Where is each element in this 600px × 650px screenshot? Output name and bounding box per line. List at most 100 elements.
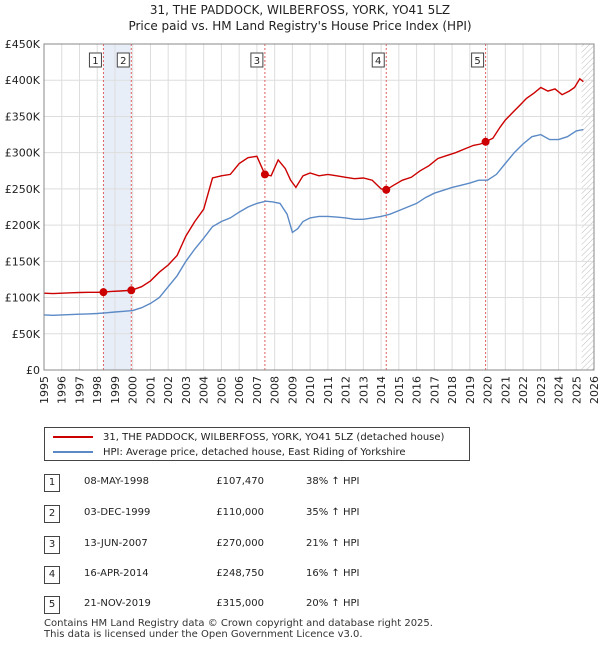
- price-series-line: [43, 77, 584, 295]
- transaction-hpi: 35% ↑ HPI: [306, 507, 360, 518]
- sale-number-box: [250, 52, 264, 68]
- transaction-price: £248,750: [216, 568, 264, 579]
- x-tick-label: 1998: [91, 376, 104, 404]
- x-tick-label: 2007: [251, 376, 264, 404]
- table-row: 3 13-JUN-2007 £270,000 21% ↑ HPI: [44, 536, 464, 556]
- transaction-number: 4: [44, 566, 60, 584]
- x-tick-label: 1996: [56, 376, 69, 404]
- x-tick-label: 2018: [446, 376, 459, 404]
- x-tick-label: 2025: [570, 376, 583, 404]
- x-tick-label: 2014: [375, 376, 388, 404]
- x-tick-label: 2017: [428, 376, 441, 404]
- legend-item-price: 31, THE PADDOCK, WILBERFOSS, YORK, YO41 …: [53, 430, 444, 444]
- legend-swatch-hpi: [53, 451, 93, 453]
- transaction-price: £110,000: [216, 507, 264, 518]
- x-tick-label: 2002: [162, 376, 175, 404]
- plot-area: [44, 44, 594, 370]
- x-tick-label: 2000: [127, 376, 140, 404]
- x-tick-label: 1997: [73, 376, 86, 404]
- x-tick-label: 2021: [499, 376, 512, 404]
- transaction-hpi: 16% ↑ HPI: [306, 568, 360, 579]
- sale-point: [260, 170, 269, 179]
- legend-label-hpi: HPI: Average price, detached house, East…: [103, 446, 406, 458]
- future-hatch-area: [581, 44, 594, 370]
- table-row: 5 21-NOV-2019 £315,000 20% ↑ HPI: [44, 596, 464, 616]
- x-tick-label: 2013: [357, 376, 370, 404]
- sale-number-label: 3: [254, 56, 260, 67]
- sale-number-label: 1: [92, 56, 98, 67]
- y-tick-label: £200K: [5, 219, 41, 232]
- sale-number-box: [88, 52, 102, 68]
- sale-number-label: 4: [375, 56, 381, 67]
- x-tick-label: 2001: [144, 376, 157, 404]
- x-tick-label: 2015: [393, 376, 406, 404]
- sale-point: [127, 286, 136, 295]
- footer-license: This data is licensed under the Open Gov…: [44, 629, 363, 640]
- legend-label-price: 31, THE PADDOCK, WILBERFOSS, YORK, YO41 …: [103, 431, 445, 443]
- chart-title: 31, THE PADDOCK, WILBERFOSS, YORK, YO41 …: [149, 3, 451, 17]
- transaction-price: £107,470: [216, 476, 264, 487]
- x-tick-label: 2003: [180, 376, 193, 404]
- transaction-number: 3: [44, 536, 60, 554]
- x-tick-label: 2006: [233, 376, 246, 404]
- shaded-span: [103, 44, 132, 370]
- hpi-series-line: [43, 128, 584, 317]
- transaction-price: £315,000: [216, 598, 264, 609]
- transaction-date: 13-JUN-2007: [84, 538, 148, 549]
- transaction-hpi: 20% ↑ HPI: [306, 598, 360, 609]
- x-tick-label: 2012: [340, 376, 353, 404]
- x-tick-label: 2016: [411, 376, 424, 404]
- y-tick-label: £450K: [5, 38, 41, 51]
- transaction-date: 03-DEC-1999: [84, 507, 151, 518]
- x-tick-label: 2009: [286, 376, 299, 404]
- sale-number-label: 2: [120, 56, 126, 67]
- x-tick-label: 2023: [535, 376, 548, 404]
- transaction-date: 16-APR-2014: [84, 568, 149, 579]
- table-row: 4 16-APR-2014 £248,750 16% ↑ HPI: [44, 566, 464, 586]
- x-tick-label: 1999: [109, 376, 122, 404]
- y-tick-label: £300K: [5, 147, 41, 160]
- transaction-number: 2: [44, 505, 60, 523]
- y-tick-label: £100K: [5, 292, 41, 305]
- x-tick-label: 2011: [322, 376, 335, 404]
- legend: 31, THE PADDOCK, WILBERFOSS, YORK, YO41 …: [44, 427, 470, 461]
- legend-item-hpi: HPI: Average price, detached house, East…: [53, 445, 406, 459]
- y-tick-label: £400K: [5, 74, 41, 87]
- x-tick-label: 2010: [304, 376, 317, 404]
- x-tick-label: 2004: [198, 376, 211, 404]
- transaction-price: £270,000: [216, 538, 264, 549]
- y-tick-label: £150K: [5, 255, 41, 268]
- y-tick-label: £350K: [5, 110, 41, 123]
- x-tick-label: 2020: [482, 376, 495, 404]
- sale-point: [481, 137, 490, 146]
- x-tick-label: 2008: [269, 376, 282, 404]
- footer-copyright: Contains HM Land Registry data © Crown c…: [44, 618, 433, 629]
- x-tick-label: 1995: [38, 376, 51, 404]
- sale-point: [99, 288, 108, 297]
- x-tick-label: 2024: [553, 376, 566, 404]
- sale-number-box: [471, 52, 485, 68]
- chart-subtitle: Price paid vs. HM Land Registry's House …: [128, 19, 472, 33]
- transaction-number: 5: [44, 596, 60, 614]
- plot-border: [43, 43, 595, 371]
- x-tick-label: 2019: [464, 376, 477, 404]
- sale-number-box: [116, 52, 130, 68]
- table-row: 2 03-DEC-1999 £110,000 35% ↑ HPI: [44, 505, 464, 525]
- y-tick-label: £250K: [5, 183, 41, 196]
- transaction-date: 21-NOV-2019: [84, 598, 151, 609]
- price-chart: £0 £50K £100K £150K £200K £250K £300K £350K £400…: [5, 38, 600, 404]
- y-tick-label: £0: [26, 364, 40, 377]
- table-row: 1 08-MAY-1998 £107,470 38% ↑ HPI: [44, 474, 464, 494]
- legend-swatch-price: [53, 436, 93, 438]
- transaction-number: 1: [44, 474, 60, 492]
- footer-attribution: Contains HM Land Registry data © Crown c…: [44, 618, 433, 640]
- x-tick-label: 2026: [588, 376, 600, 404]
- y-tick-label: £50K: [12, 328, 41, 341]
- transaction-hpi: 21% ↑ HPI: [306, 538, 360, 549]
- sale-point: [382, 185, 391, 194]
- transaction-date: 08-MAY-1998: [84, 476, 150, 487]
- sale-number-box: [371, 52, 385, 68]
- sale-number-label: 5: [474, 56, 480, 67]
- transaction-hpi: 38% ↑ HPI: [306, 476, 360, 487]
- x-tick-label: 2022: [517, 376, 530, 404]
